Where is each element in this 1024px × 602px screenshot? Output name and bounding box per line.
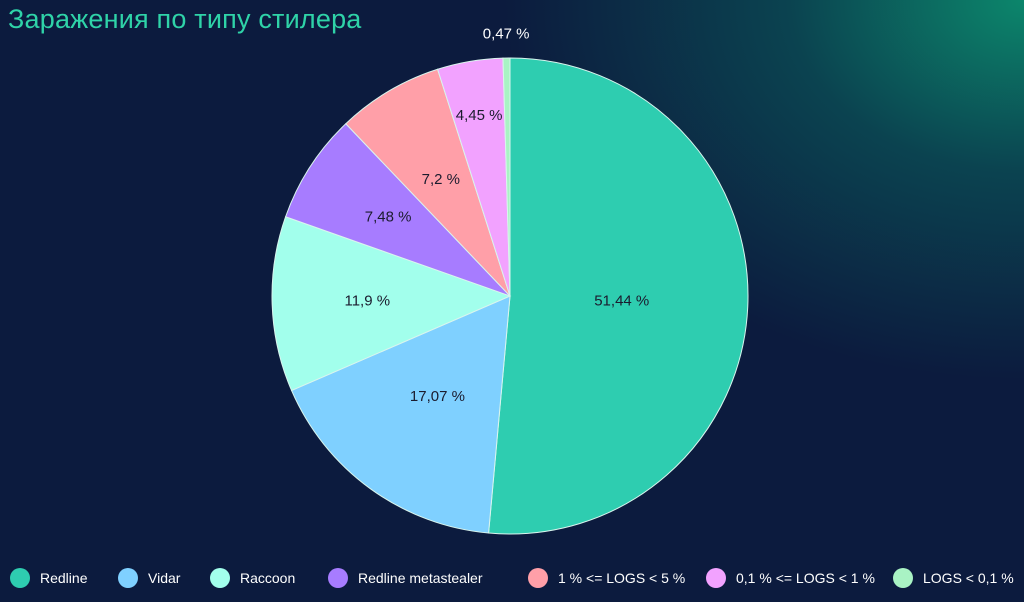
pie-slice-label-2: 11,9 % [344, 292, 390, 309]
pie-slice-label-1: 17,07 % [410, 388, 465, 405]
legend-swatch [893, 568, 913, 588]
legend-swatch [528, 568, 548, 588]
chart-legend: Redline Vidar Raccoon Redline metastealer 1 … [0, 563, 1024, 593]
legend-label: LOGS < 0,1 % [923, 570, 1014, 586]
legend-swatch [118, 568, 138, 588]
legend-item-5: 0,1 % <= LOGS < 1 % [706, 563, 875, 593]
pie-slice-label-3: 7,48 % [365, 209, 412, 226]
pie-slice-3 [284, 123, 511, 297]
pie-slice-label-0: 51,44 % [594, 293, 649, 310]
pie-slice-2 [271, 216, 512, 392]
legend-swatch [210, 568, 230, 588]
legend-item-2: Raccoon [210, 563, 295, 593]
legend-label: 0,1 % <= LOGS < 1 % [736, 570, 875, 586]
pie-chart: 51,44 % 17,07 % 11,9 % 7,48 % 7,2 % 4,45 % 0,4… [271, 26, 749, 535]
legend-label: Redline metastealer [358, 570, 483, 586]
legend-item-3: Redline metastealer [328, 563, 483, 593]
legend-swatch [706, 568, 726, 588]
legend-label: Raccoon [240, 570, 296, 586]
pie-slice-6 [502, 57, 511, 297]
legend-swatch [10, 568, 30, 588]
legend-label: Vidar [148, 570, 181, 586]
legend-swatch [328, 568, 348, 588]
pie-slice-1 [290, 295, 511, 534]
pie-slice-4 [345, 68, 511, 297]
pie-slice-0 [488, 57, 749, 535]
pie-slice-label-5: 4,45 % [456, 107, 503, 124]
legend-item-0: Redline [10, 563, 87, 593]
chart-title: Заражения по типу стилера [8, 4, 362, 34]
pie-slice-label-4: 7,2 % [422, 171, 460, 188]
legend-item-4: 1 % <= LOGS < 5 % [528, 563, 685, 593]
legend-item-1: Vidar [118, 563, 180, 593]
legend-item-6: LOGS < 0,1 % [893, 563, 1014, 593]
legend-label: 1 % <= LOGS < 5 % [558, 570, 686, 586]
legend-label: Redline [40, 570, 88, 586]
pie-slice-label-6: 0,47 % [483, 26, 530, 43]
